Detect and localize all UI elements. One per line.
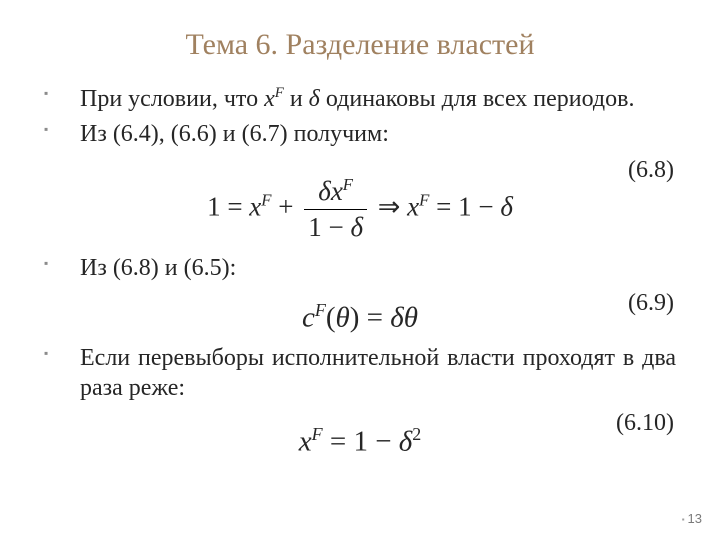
b1-text-post: одинаковы для всех периодов. <box>320 86 635 112</box>
eq610-formula: xF = 1 − δ2 <box>299 424 422 460</box>
equation-6-9: cF(θ) = δθ <box>44 300 676 336</box>
eq68-eq1: = <box>221 191 250 221</box>
eq610-x: x <box>299 426 312 458</box>
eq69-lp: ( <box>326 302 336 334</box>
eq69-c: c <box>302 302 315 334</box>
eq68-formula: 1 = xF + δxF1 − δ ⇒ xF = 1 − δ <box>207 175 513 244</box>
eq610-1: 1 <box>353 426 368 458</box>
eq69-rp: ) <box>350 302 360 334</box>
eq68-plus: + <box>272 191 301 221</box>
eq68-F1: F <box>261 190 271 209</box>
b1-xF-base: x <box>264 86 275 112</box>
eq69-F: F <box>315 300 326 320</box>
eq68-x1: x <box>249 191 261 221</box>
bullet-list: При условии, что xF и δ одинаковы для вс… <box>44 84 676 150</box>
eq68-r1: 1 <box>458 191 472 221</box>
bullet-list-2: Из (6.8) и (6.5): <box>44 254 676 283</box>
eq68-x2: x <box>407 191 419 221</box>
eq610-m: − <box>368 426 399 458</box>
eq68-fn-d: δ <box>318 176 331 206</box>
b3-text: Из (6.8) и (6.5): <box>80 255 236 281</box>
eq69-d: δ <box>390 302 403 334</box>
content-area: При условии, что xF и δ одинаковы для вс… <box>44 84 676 460</box>
equation-6-10: xF = 1 − δ2 <box>44 424 676 460</box>
slide-number: 13 <box>682 511 702 526</box>
eq610-d: δ <box>399 426 412 458</box>
eq68-F2: F <box>419 190 429 209</box>
b4-text: Если перевыборы исполнительной власти пр… <box>80 345 676 400</box>
eq68-arrow: ⇒ <box>371 191 407 221</box>
eq610-sq: 2 <box>412 424 421 444</box>
bullet-3: Из (6.8) и (6.5): <box>44 254 676 283</box>
bullet-2: Из (6.4), (6.6) и (6.7) получим: <box>44 120 676 149</box>
b1-xF-sup: F <box>275 85 284 101</box>
slide: Тема 6. Разделение властей При условии, … <box>0 0 720 540</box>
eq68-eq2: = <box>429 191 458 221</box>
equation-6-8: 1 = xF + δxF1 − δ ⇒ xF = 1 − δ <box>44 175 676 244</box>
eq68-rm: − <box>472 191 501 221</box>
eq69-th2: θ <box>404 302 418 334</box>
eq68-one: 1 <box>207 191 221 221</box>
b1-delta: δ <box>309 86 320 112</box>
bullet-1: При условии, что xF и δ одинаковы для вс… <box>44 84 676 114</box>
eq68-fn-F: F <box>343 175 353 194</box>
bullet-list-3: Если перевыборы исполнительной власти пр… <box>44 344 676 403</box>
bullet-4: Если перевыборы исполнительной власти пр… <box>44 344 676 403</box>
eq69-eq: = <box>359 302 390 334</box>
eq68-fd-m: − <box>322 212 351 242</box>
page-title: Тема 6. Разделение властей <box>44 28 676 62</box>
eq68-rd: δ <box>500 191 513 221</box>
eq610-eq: = <box>323 426 354 458</box>
eq69-formula: cF(θ) = δθ <box>302 300 418 336</box>
eq68-fd-d: δ <box>350 212 363 242</box>
b2-text: Из (6.4), (6.6) и (6.7) получим: <box>80 121 389 147</box>
eq68-fn-x: x <box>331 176 343 206</box>
b1-text-pre: При условии, что <box>80 86 264 112</box>
b1-text-mid: и <box>284 86 309 112</box>
eq68-frac: δxF 1 − δ <box>304 175 367 244</box>
eq610-F: F <box>312 424 323 444</box>
eq69-th: θ <box>336 302 350 334</box>
eq68-fd-1: 1 <box>308 212 322 242</box>
